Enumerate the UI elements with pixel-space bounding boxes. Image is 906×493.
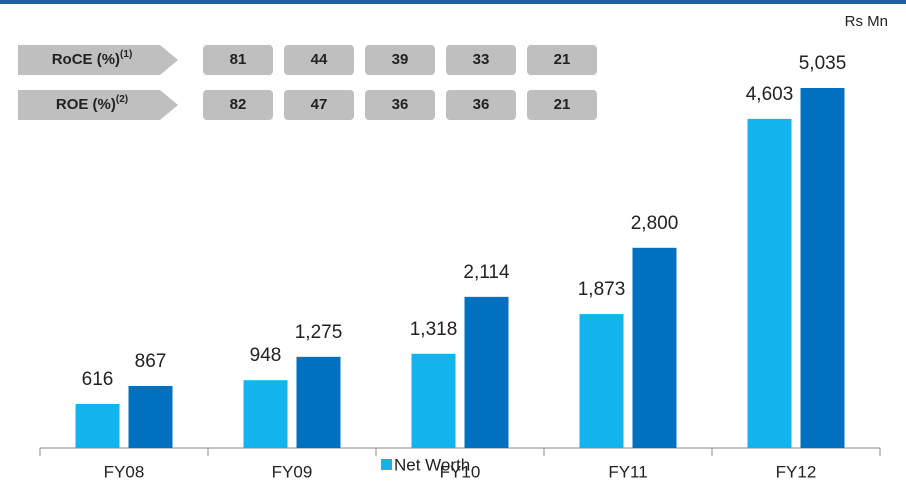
bar [75,403,120,448]
metric-value: 47 [311,96,328,113]
metric-value: 36 [473,96,490,113]
value-label: 1,873 [578,279,626,300]
bar [296,356,341,448]
bar [632,247,677,448]
metric-label: RoCE (%)(1) [52,49,133,68]
value-label: 1,275 [295,322,343,343]
value-label: 616 [82,369,114,390]
metric-box [365,45,435,75]
metric-box [446,90,516,120]
value-label: 948 [250,345,282,366]
value-label: 2,800 [631,213,679,234]
x-tick-label: FY10 [440,462,481,481]
metric-box [203,90,273,120]
metric-box [527,90,597,120]
bar [128,386,173,448]
metric-box [446,45,516,75]
metric-box [365,90,435,120]
metric-value: 36 [392,96,409,113]
x-tick-label: FY11 [608,462,647,481]
bar [243,380,288,448]
metric-label: ROE (%)(2) [56,94,128,113]
bar [464,296,509,448]
top-rule [0,0,906,4]
value-label: 867 [135,351,167,372]
unit-label: Rs Mn [845,13,888,30]
metric-box [527,45,597,75]
value-label: 1,318 [410,319,458,340]
metric-value: 21 [554,51,571,68]
value-label: 4,603 [746,84,794,105]
metric-value: 82 [230,96,247,113]
bar [579,314,624,448]
metric-name: RoCE (%) [52,51,120,68]
x-tick-label: FY08 [104,462,145,481]
legend-label: Net Worth [394,455,470,474]
x-tick-label: FY09 [272,462,313,481]
value-label: 5,035 [799,53,847,74]
metric-arrow [18,45,178,75]
metric-value: 81 [230,51,247,68]
value-label: 2,114 [463,262,510,283]
metric-box [284,90,354,120]
bar [800,87,845,448]
metric-value: 33 [473,51,490,68]
metric-value: 21 [554,96,571,113]
metric-name: ROE (%) [56,96,116,113]
metric-note: (2) [116,94,128,105]
metric-box [203,45,273,75]
legend-swatch [381,459,392,470]
metric-note: (1) [120,49,132,60]
metric-value: 44 [311,51,328,68]
x-tick-label: FY12 [776,462,817,481]
metric-box [284,45,354,75]
bar [747,118,792,448]
metric-value: 39 [392,51,409,68]
metric-arrow [18,90,178,120]
bar [411,353,456,448]
